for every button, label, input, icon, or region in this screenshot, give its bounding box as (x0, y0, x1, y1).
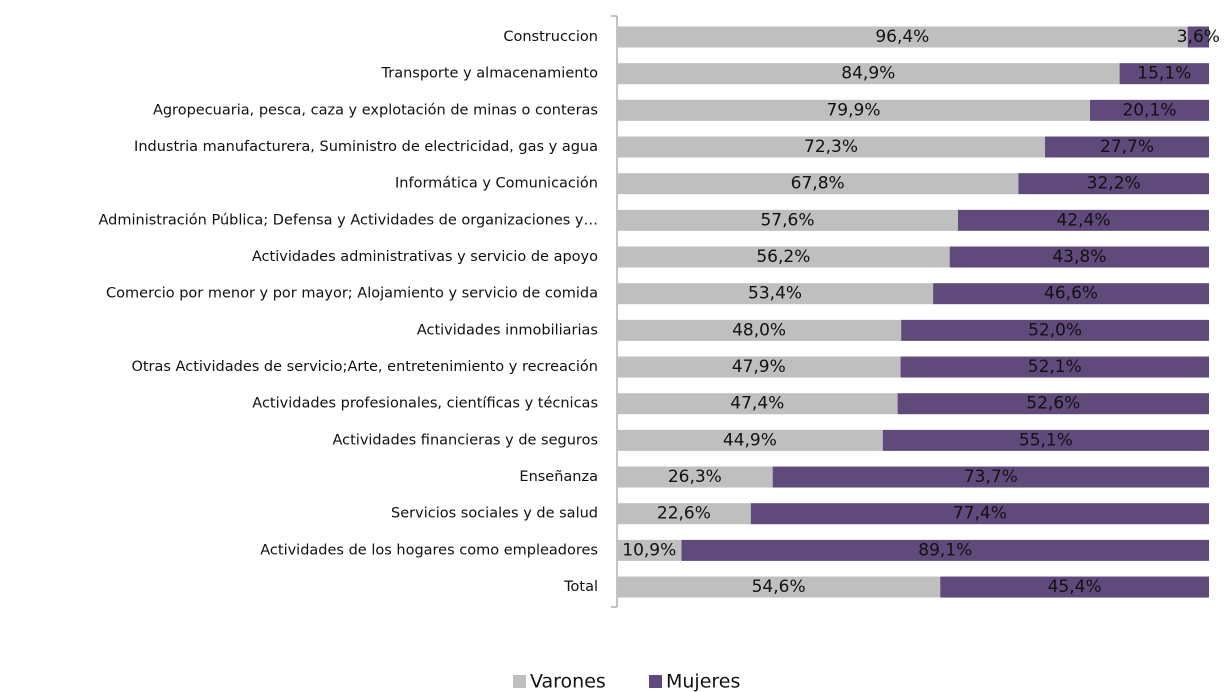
data-label: 48,0% (732, 320, 786, 340)
data-label: 32,2% (1087, 174, 1141, 194)
bar-segment (617, 26, 1188, 48)
data-label: 10,9% (622, 540, 676, 560)
data-label: 27,7% (1100, 137, 1154, 157)
legend-swatch (649, 675, 662, 688)
data-label: 42,4% (1056, 210, 1110, 230)
data-label: 84,9% (841, 64, 895, 84)
data-label: 79,9% (826, 100, 880, 120)
bar-segment (900, 356, 1209, 378)
category-label: Informática y Comunicación (395, 176, 598, 192)
category-label: Otras Actividades de servicio;Arte, entr… (131, 359, 598, 375)
data-label: 47,4% (730, 394, 784, 414)
bar-segment (901, 319, 1209, 341)
data-label: 15,1% (1137, 64, 1191, 84)
bar-segment (1119, 63, 1209, 85)
data-label: 52,1% (1028, 357, 1082, 377)
data-label: 54,6% (752, 577, 806, 597)
category-label: Servicios sociales y de salud (391, 506, 598, 522)
category-label: Construccion (503, 29, 598, 45)
bar-segment (617, 466, 773, 488)
data-label: 56,2% (756, 247, 810, 267)
data-label: 57,6% (760, 210, 814, 230)
category-label: Enseñanza (519, 469, 598, 485)
bar-segment (617, 136, 1046, 158)
bar-segment (772, 466, 1209, 488)
bar-segment (617, 539, 682, 561)
bar-segment (617, 503, 751, 525)
category-label: Industria manufacturera, Suministro de e… (134, 139, 598, 155)
bar-segment (617, 393, 898, 415)
data-label: 55,1% (1019, 430, 1073, 450)
data-label: 96,4% (875, 27, 929, 47)
data-label: 73,7% (964, 467, 1018, 487)
data-label: 77,4% (953, 504, 1007, 524)
data-label: 22,6% (657, 504, 711, 524)
category-label: Transporte y almacenamiento (381, 66, 599, 82)
category-label: Total (563, 579, 598, 595)
bar-segment (617, 246, 950, 268)
bar-segment (1187, 26, 1209, 48)
data-label: 43,8% (1052, 247, 1106, 267)
bar-segment (681, 539, 1209, 561)
category-label: Agropecuaria, pesca, caza y explotación … (153, 102, 598, 118)
bar-segment (1018, 173, 1209, 195)
bar-segment (617, 356, 901, 378)
bar-segment (1045, 136, 1209, 158)
data-label: 72,3% (804, 137, 858, 157)
data-label: 67,8% (791, 174, 845, 194)
bar-segment (617, 319, 902, 341)
bar-segment (617, 63, 1120, 85)
bar-segment (957, 209, 1209, 231)
legend-label: Varones (530, 671, 606, 692)
data-label: 47,9% (732, 357, 786, 377)
data-label: 89,1% (918, 540, 972, 560)
category-label: Actividades inmobiliarias (417, 322, 598, 338)
bar-segment (1090, 99, 1209, 121)
data-label: 53,4% (748, 284, 802, 304)
legend-label: Mujeres (666, 671, 740, 692)
data-label: 20,1% (1122, 100, 1176, 120)
category-label: Actividades de los hogares como empleado… (260, 542, 598, 558)
bar-segment (949, 246, 1209, 268)
category-label: Actividades financieras y de seguros (332, 432, 598, 448)
data-label: 26,3% (668, 467, 722, 487)
bar-segment (617, 209, 958, 231)
data-label: 44,9% (723, 430, 777, 450)
data-label: 46,6% (1044, 284, 1098, 304)
data-label: 45,4% (1048, 577, 1102, 597)
category-label: Actividades profesionales, científicas y… (252, 396, 598, 412)
data-label: 52,0% (1028, 320, 1082, 340)
bar-segment (617, 283, 934, 305)
category-label: Actividades administrativas y servicio d… (252, 249, 598, 265)
data-label: 52,6% (1026, 394, 1080, 414)
bar-segment (897, 393, 1209, 415)
bar-segment (617, 173, 1019, 195)
bar-segment (617, 429, 883, 451)
bar-segment (617, 576, 941, 598)
bar-segment (940, 576, 1209, 598)
bar-segment (933, 283, 1209, 305)
bar-segment (617, 99, 1091, 121)
legend-swatch (513, 675, 526, 688)
category-label: Administración Pública; Defensa y Activi… (98, 212, 598, 228)
bar-segment (882, 429, 1209, 451)
category-label: Comercio por menor y por mayor; Alojamie… (106, 286, 598, 302)
data-label: 3,6% (1177, 27, 1220, 47)
bar-segment (750, 503, 1209, 525)
